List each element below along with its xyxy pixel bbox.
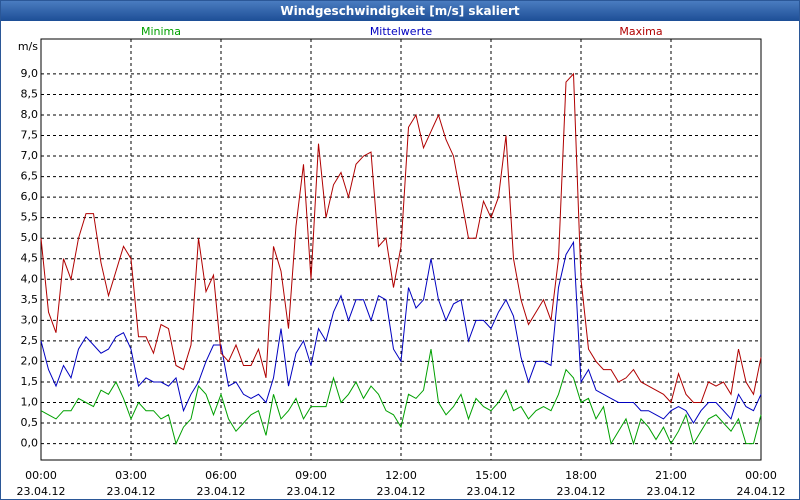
y-tick-label: 7,5 <box>21 129 39 142</box>
y-tick-label: 2,5 <box>21 334 39 347</box>
x-tick-date: 24.04.12 <box>737 485 786 498</box>
y-tick-label: 4,0 <box>21 272 39 285</box>
legend-entry: Minima <box>141 25 181 38</box>
x-tick-date: 23.04.12 <box>377 485 426 498</box>
series-line <box>40 240 762 424</box>
y-tick-label: 7,0 <box>21 149 39 162</box>
legend-entry: Mittelwerte <box>370 25 433 38</box>
title-bar: Windgeschwindigkeit [m/s] skaliert <box>1 1 799 21</box>
x-tick-date: 23.04.12 <box>647 485 696 498</box>
x-tick-label: 12:00 <box>385 469 417 482</box>
x-tick-date: 23.04.12 <box>197 485 246 498</box>
x-tick-date: 23.04.12 <box>557 485 606 498</box>
y-tick-label: 4,5 <box>21 252 39 265</box>
x-tick-label: 21:00 <box>655 469 687 482</box>
y-tick-label: 1,5 <box>21 375 39 388</box>
x-tick-label: 00:00 <box>745 469 777 482</box>
x-tick-label: 18:00 <box>565 469 597 482</box>
y-tick-label: 8,0 <box>21 108 39 121</box>
x-tick-date: 23.04.12 <box>17 485 66 498</box>
y-tick-label: 3,5 <box>21 293 39 306</box>
y-axis-label: m/s <box>18 40 38 53</box>
legend-entry: Maxima <box>619 25 662 38</box>
series-line <box>40 349 762 446</box>
x-tick-label: 06:00 <box>205 469 237 482</box>
y-tick-label: 1,0 <box>21 395 39 408</box>
y-tick-label: 8,5 <box>21 87 39 100</box>
x-tick-label: 09:00 <box>295 469 327 482</box>
series-line <box>40 72 762 404</box>
y-tick-label: 6,0 <box>21 190 39 203</box>
x-tick-label: 00:00 <box>25 469 57 482</box>
x-tick-label: 03:00 <box>115 469 147 482</box>
y-tick-label: 9,0 <box>21 67 39 80</box>
x-tick-label: 15:00 <box>475 469 507 482</box>
plot-frame <box>40 38 762 461</box>
y-tick-label: 3,0 <box>21 313 39 326</box>
y-tick-label: 5,5 <box>21 211 39 224</box>
y-tick-label: 0,5 <box>21 416 39 429</box>
x-tick-date: 23.04.12 <box>287 485 336 498</box>
y-tick-label: 5,0 <box>21 231 39 244</box>
x-tick-date: 23.04.12 <box>467 485 516 498</box>
y-tick-label: 6,5 <box>21 170 39 183</box>
y-tick-label: 2,0 <box>21 354 39 367</box>
y-tick-label: 0,0 <box>21 437 39 450</box>
x-tick-date: 23.04.12 <box>107 485 156 498</box>
